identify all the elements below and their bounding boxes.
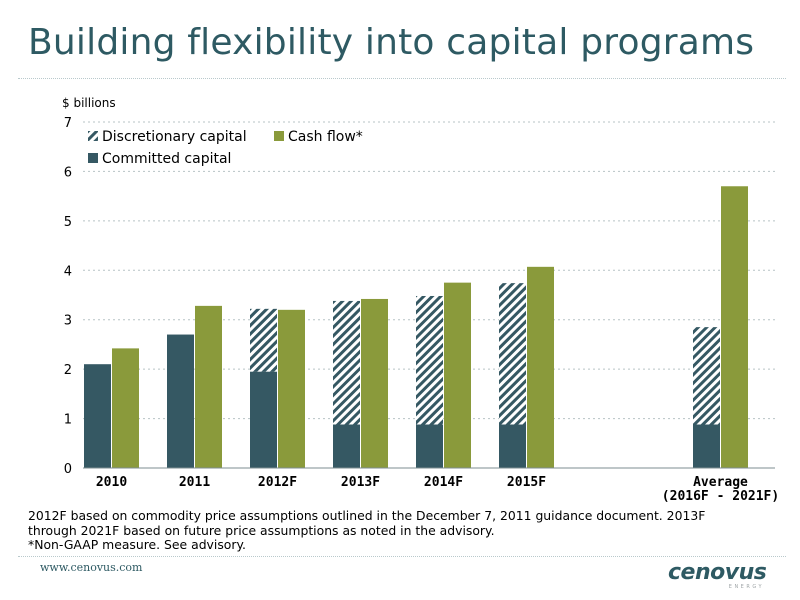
legend-label: Committed capital [102, 151, 231, 167]
website-link[interactable]: www.cenovus.com [40, 561, 143, 574]
x-tick-label: 2014F [424, 475, 463, 490]
y-tick-label: 3 [64, 314, 72, 329]
y-tick-label: 5 [64, 215, 72, 230]
bar-cash-flow [112, 348, 139, 468]
bar-cash-flow [444, 282, 471, 468]
title-divider [18, 78, 786, 79]
y-tick-label: 1 [64, 413, 72, 428]
y-tick-label: 6 [64, 165, 72, 180]
legend-label: Discretionary capital [102, 129, 247, 145]
bar-committed-capital [84, 364, 111, 468]
y-tick-label: 0 [64, 462, 72, 477]
x-tick-label: 2011 [179, 475, 210, 490]
bar-discretionary-capital [333, 300, 360, 425]
bar-committed-capital [333, 424, 360, 468]
bar-discretionary-capital [693, 327, 720, 425]
capital-programs-chart: 0 1 2 3 4 5 6 7 $ billions 2010 2011 2012F 2013F 2014… [62, 96, 779, 504]
bar-cash-flow [278, 309, 305, 468]
bar-cash-flow [361, 298, 388, 468]
bar-committed-capital [693, 424, 720, 468]
x-tick-label: Average [693, 475, 748, 490]
y-axis-label: $ billions [62, 96, 116, 110]
logo-wordmark: cenovus [668, 560, 767, 585]
footnote-line: 2012F based on commodity price assumptio… [28, 508, 706, 523]
logo-subtext: ENERGY [728, 584, 764, 590]
x-tick-label: 2015F [507, 475, 546, 490]
legend-swatch-discretionary [88, 131, 98, 141]
bar-committed-capital [416, 424, 443, 468]
bar-cash-flow [195, 305, 222, 468]
page-title: Building flexibility into capital progra… [28, 22, 755, 63]
y-tick-label: 4 [64, 264, 72, 279]
bar-cash-flow [527, 266, 554, 468]
bar-discretionary-capital [250, 308, 277, 372]
bar-committed-capital [250, 371, 277, 468]
cenovus-logo: cenovus ENERGY [668, 562, 778, 594]
y-tick-label: 2 [64, 363, 72, 378]
footnote-line: *Non-GAAP measure. See advisory. [28, 537, 246, 552]
y-tick-label: 7 [64, 116, 72, 131]
footnotes: 2012F based on commodity price assumptio… [28, 508, 788, 553]
legend-swatch-committed [88, 153, 98, 163]
bar-cash-flow [721, 186, 748, 468]
footnote-line: through 2021F based on future price assu… [28, 522, 495, 538]
bar-discretionary-capital [499, 283, 526, 425]
bar-discretionary-capital [416, 295, 443, 425]
x-tick-label: 2010 [96, 475, 127, 490]
legend-label: Cash flow* [288, 129, 363, 145]
x-tick-label: (2016F - 2021F) [662, 489, 779, 504]
footer-divider [18, 556, 786, 557]
x-tick-label: 2013F [341, 475, 380, 490]
bar-committed-capital [167, 334, 194, 468]
bar-committed-capital [499, 424, 526, 468]
x-tick-label: 2012F [258, 475, 297, 490]
legend-swatch-cash-flow [274, 131, 284, 141]
